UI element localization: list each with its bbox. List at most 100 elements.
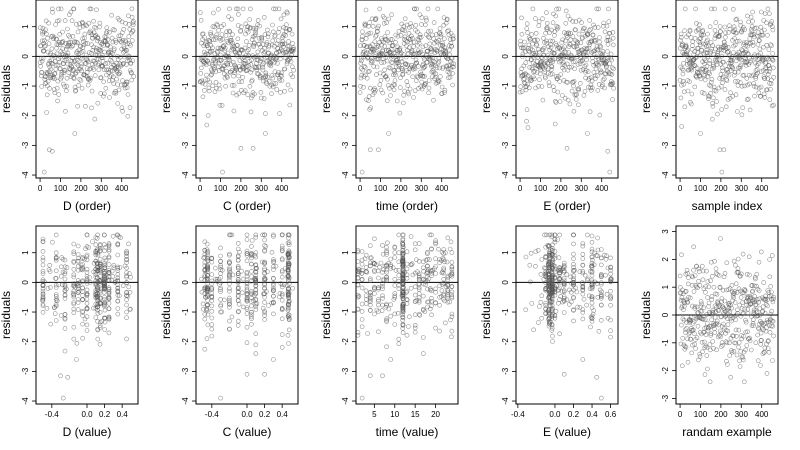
data-point: [75, 263, 81, 269]
data-point: [49, 46, 55, 52]
data-point: [370, 42, 375, 47]
x-axis-label: C (order): [223, 199, 271, 213]
x-tick-label: 200: [394, 184, 408, 193]
data-point: [59, 255, 65, 260]
data-point: [714, 318, 720, 324]
data-point: [263, 131, 268, 136]
data-point: [580, 316, 586, 322]
data-point: [53, 254, 59, 260]
data-point: [697, 354, 703, 359]
data-point: [278, 16, 284, 22]
data-point: [249, 244, 254, 249]
data-point: [392, 276, 398, 282]
data-point: [365, 69, 371, 75]
x-tick-label: 300: [415, 184, 429, 193]
data-point: [698, 76, 704, 82]
data-point: [107, 74, 113, 79]
data-point: [388, 37, 394, 42]
data-point: [244, 298, 250, 304]
data-point: [125, 92, 131, 97]
data-point: [734, 38, 740, 44]
data-point: [724, 67, 729, 73]
data-point: [694, 54, 700, 60]
data-point: [386, 16, 392, 22]
data-point: [703, 41, 708, 47]
data-point: [233, 6, 239, 12]
data-point: [521, 77, 526, 82]
data-point: [67, 34, 72, 40]
data-point: [541, 45, 547, 51]
data-point: [102, 91, 107, 97]
data-point: [739, 83, 745, 89]
data-point: [448, 239, 454, 245]
data-point: [544, 27, 550, 32]
data-point: [251, 42, 256, 48]
data-point: [376, 275, 381, 281]
data-point: [124, 254, 129, 259]
data-point: [680, 71, 686, 77]
data-point: [260, 232, 265, 238]
data-point: [279, 257, 285, 263]
data-point: [286, 290, 292, 296]
data-point: [84, 314, 90, 320]
data-point: [53, 257, 59, 263]
data-point: [209, 326, 215, 332]
data-point: [65, 61, 71, 67]
data-point: [213, 37, 218, 42]
data-point: [58, 273, 64, 279]
data-point: [204, 336, 210, 342]
data-point: [604, 23, 610, 29]
data-point: [275, 61, 280, 66]
data-point: [68, 9, 74, 15]
data-point: [40, 288, 46, 294]
data-point: [217, 35, 223, 41]
data-point: [609, 72, 615, 77]
data-point: [741, 72, 747, 78]
data-point: [695, 323, 701, 329]
data-point: [737, 56, 742, 62]
data-point: [75, 29, 81, 35]
data-point: [279, 307, 285, 313]
data-point: [56, 92, 62, 97]
data-point: [426, 85, 432, 91]
data-point: [92, 73, 98, 78]
data-point: [75, 300, 81, 305]
data-point: [713, 88, 719, 94]
data-point: [724, 260, 730, 266]
data-point: [120, 283, 126, 289]
data-point: [203, 77, 208, 82]
data-point: [262, 310, 267, 316]
data-point: [437, 74, 443, 79]
data-point: [286, 232, 292, 238]
data-point: [677, 78, 683, 83]
data-point: [519, 89, 525, 94]
data-point: [131, 22, 136, 28]
data-point: [431, 36, 437, 42]
data-point: [450, 82, 456, 88]
x-tick-label: 300: [735, 184, 749, 193]
data-point: [229, 37, 234, 43]
data-point: [709, 317, 714, 323]
data-point: [284, 22, 289, 28]
data-point: [106, 316, 112, 322]
data-point: [750, 317, 756, 323]
data-point: [265, 74, 270, 80]
data-point: [75, 281, 81, 287]
data-point: [101, 275, 107, 280]
data-point: [436, 79, 442, 84]
data-point: [105, 60, 111, 66]
data-point: [362, 49, 367, 54]
data-point: [221, 71, 227, 76]
data-point: [208, 72, 214, 78]
data-point: [242, 88, 248, 93]
data-point: [766, 63, 772, 68]
data-point: [366, 68, 372, 74]
data-point: [199, 289, 205, 295]
data-point: [721, 59, 726, 65]
data-point: [231, 108, 237, 114]
data-point: [556, 44, 561, 50]
data-point: [65, 53, 70, 59]
x-tick-label: 0: [198, 184, 203, 193]
data-point: [450, 71, 455, 76]
data-point: [58, 313, 64, 318]
